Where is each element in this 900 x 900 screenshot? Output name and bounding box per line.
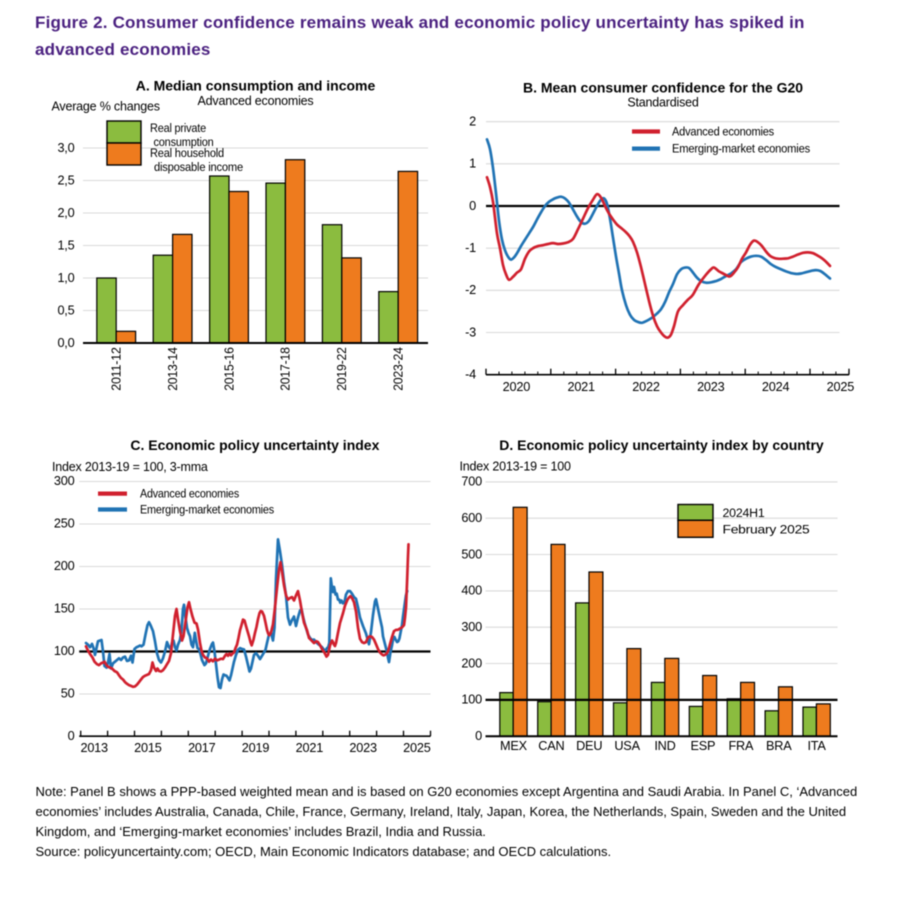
svg-text:0,0: 0,0 — [57, 336, 74, 350]
svg-text:100: 100 — [54, 644, 75, 658]
svg-text:2021: 2021 — [296, 741, 324, 755]
svg-text:Emerging-market economies: Emerging-market economies — [140, 502, 274, 516]
svg-text:Real private: Real private — [150, 121, 206, 135]
svg-text:2015-16: 2015-16 — [222, 347, 236, 391]
svg-text:Advanced economies: Advanced economies — [140, 486, 239, 500]
svg-text:2: 2 — [469, 115, 476, 129]
svg-text:MEX: MEX — [500, 739, 528, 753]
svg-text:3,0: 3,0 — [57, 141, 74, 155]
svg-text:2022: 2022 — [632, 380, 660, 394]
svg-text:250: 250 — [54, 517, 75, 531]
svg-text:2024: 2024 — [762, 380, 790, 394]
svg-text:100: 100 — [461, 693, 482, 707]
svg-text:Real household: Real household — [150, 146, 224, 160]
svg-text:D. Economic policy uncertainty: D. Economic policy uncertainty index by … — [499, 437, 824, 453]
svg-text:0: 0 — [475, 729, 482, 743]
svg-text:Standardised: Standardised — [627, 96, 699, 110]
svg-text:2021: 2021 — [567, 380, 595, 394]
svg-text:1,0: 1,0 — [57, 271, 74, 285]
svg-text:1: 1 — [469, 157, 476, 171]
svg-text:Index 2013-19 = 100: Index 2013-19 = 100 — [460, 460, 571, 474]
svg-text:FRA: FRA — [729, 739, 755, 753]
svg-text:2015: 2015 — [134, 741, 162, 755]
svg-text:C. Economic policy uncertainty: C. Economic policy uncertainty index — [130, 437, 379, 453]
svg-text:700: 700 — [461, 475, 482, 489]
svg-text:ITA: ITA — [807, 739, 826, 753]
svg-text:February 2025: February 2025 — [723, 523, 810, 537]
svg-text:2,5: 2,5 — [57, 173, 74, 187]
svg-text:2023: 2023 — [697, 380, 725, 394]
svg-text:400: 400 — [461, 584, 482, 598]
svg-text:Average % changes: Average % changes — [52, 100, 160, 114]
svg-text:DEU: DEU — [576, 739, 602, 753]
svg-text:1,5: 1,5 — [57, 238, 74, 252]
svg-text:A. Median consumption and inco: A. Median consumption and income — [136, 78, 376, 94]
svg-text:CAN: CAN — [538, 739, 564, 753]
svg-text:200: 200 — [461, 656, 482, 670]
svg-text:-1: -1 — [465, 241, 476, 255]
svg-text:2017: 2017 — [188, 741, 216, 755]
svg-text:2,0: 2,0 — [57, 206, 74, 220]
svg-text:2019: 2019 — [242, 741, 270, 755]
svg-text:300: 300 — [461, 620, 482, 634]
svg-text:Advanced economies: Advanced economies — [198, 94, 314, 108]
svg-text:2020: 2020 — [503, 380, 531, 394]
svg-text:300: 300 — [54, 474, 75, 488]
svg-text:-4: -4 — [465, 368, 476, 382]
svg-text:B. Mean consumer confidence fo: B. Mean consumer confidence for the G20 — [523, 80, 803, 96]
svg-text:2013: 2013 — [80, 741, 108, 755]
svg-text:Advanced economies: Advanced economies — [672, 125, 774, 139]
svg-text:2023-24: 2023-24 — [392, 347, 406, 391]
svg-text:600: 600 — [461, 511, 482, 525]
svg-text:2023: 2023 — [349, 741, 377, 755]
svg-text:-3: -3 — [465, 325, 476, 339]
svg-text:USA: USA — [614, 739, 640, 753]
svg-text:50: 50 — [61, 687, 75, 701]
svg-text:2025: 2025 — [403, 741, 431, 755]
svg-text:2011-12: 2011-12 — [110, 347, 124, 391]
svg-text:2013-14: 2013-14 — [166, 347, 180, 391]
svg-text:2024H1: 2024H1 — [723, 506, 765, 520]
svg-text:0: 0 — [469, 199, 476, 213]
svg-text:consumption: consumption — [154, 135, 214, 149]
svg-text:0: 0 — [68, 729, 75, 743]
svg-text:Index 2013-19 = 100, 3-mma: Index 2013-19 = 100, 3-mma — [52, 460, 208, 474]
svg-text:150: 150 — [54, 602, 75, 616]
svg-text:BRA: BRA — [766, 739, 792, 753]
svg-text:disposable income: disposable income — [154, 160, 243, 174]
svg-text:500: 500 — [461, 547, 482, 561]
svg-text:2019-22: 2019-22 — [335, 347, 349, 391]
svg-text:2025: 2025 — [827, 380, 855, 394]
svg-text:2017-18: 2017-18 — [279, 347, 293, 391]
svg-text:0,5: 0,5 — [57, 303, 74, 317]
svg-text:ESP: ESP — [691, 739, 716, 753]
svg-text:200: 200 — [54, 559, 75, 573]
svg-text:Emerging-market economies: Emerging-market economies — [672, 142, 810, 156]
svg-text:IND: IND — [654, 739, 675, 753]
svg-text:-2: -2 — [465, 283, 476, 297]
